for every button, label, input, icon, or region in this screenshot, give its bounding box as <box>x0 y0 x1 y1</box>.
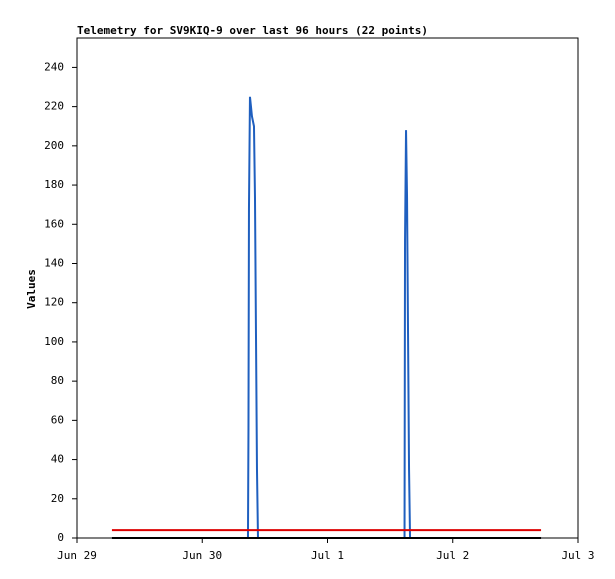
x-tick-label: Jun 29 <box>57 549 97 562</box>
y-tick-label: 180 <box>44 178 64 191</box>
y-tick-label: 120 <box>44 296 64 309</box>
x-tick-label: Jun 30 <box>182 549 222 562</box>
x-tick-label: Jul 1 <box>311 549 344 562</box>
y-tick-label: 80 <box>51 374 64 387</box>
chart-title: Telemetry for SV9KIQ-9 over last 96 hour… <box>77 24 428 37</box>
y-tick-label: 60 <box>51 413 64 426</box>
x-tick-label: Jul 2 <box>436 549 469 562</box>
y-axis-label: Values <box>25 269 38 309</box>
y-tick-label: 140 <box>44 256 64 269</box>
y-tick-label: 160 <box>44 217 64 230</box>
x-tick-label: Jul 3 <box>561 549 594 562</box>
y-tick-label: 0 <box>57 531 64 544</box>
y-tick-label: 40 <box>51 453 64 466</box>
y-tick-label: 200 <box>44 139 64 152</box>
y-tick-label: 100 <box>44 335 64 348</box>
y-tick-label: 20 <box>51 492 64 505</box>
data-line <box>111 96 542 539</box>
y-tick-label: 220 <box>44 100 64 113</box>
y-tick-label: 240 <box>44 60 64 73</box>
